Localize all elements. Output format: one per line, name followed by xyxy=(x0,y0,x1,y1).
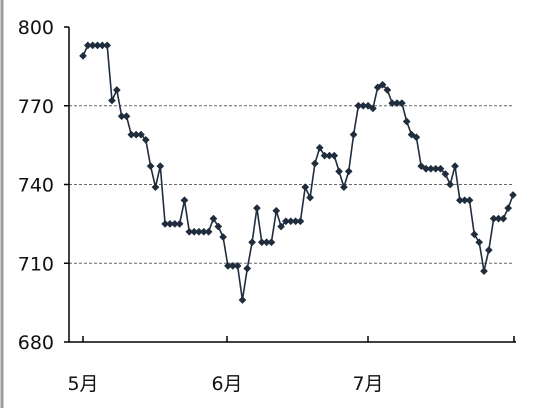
data-point xyxy=(368,104,377,113)
data-point xyxy=(243,264,252,273)
data-point xyxy=(470,230,479,239)
data-point xyxy=(175,219,184,228)
data-point xyxy=(219,233,228,241)
data-point xyxy=(214,222,223,231)
data-point xyxy=(122,112,131,121)
data-point xyxy=(330,151,339,160)
data-point xyxy=(310,159,319,168)
x-tick-label-2: 6月 xyxy=(211,373,242,395)
data-point xyxy=(112,86,121,94)
y-tick-label-740: 740 xyxy=(18,175,54,197)
tick-labels: 680 710 740 770 800 5月 6月 7月 xyxy=(18,17,384,395)
data-point xyxy=(397,99,406,108)
data-point xyxy=(79,51,87,60)
data-point xyxy=(412,133,421,142)
data-point xyxy=(315,143,324,152)
data-point xyxy=(180,196,189,205)
y-tick-label-800: 800 xyxy=(18,17,54,39)
data-point xyxy=(301,183,310,192)
data-point xyxy=(137,130,145,139)
y-tick-label-680: 680 xyxy=(18,332,54,354)
data-point xyxy=(156,162,165,171)
data-point xyxy=(451,162,459,171)
data-point xyxy=(480,267,488,276)
x-tick-label-1: 5月 xyxy=(67,373,98,395)
data-point xyxy=(103,41,112,50)
data-point xyxy=(504,204,513,213)
data-point xyxy=(484,246,493,255)
data-point xyxy=(204,227,213,236)
data-point xyxy=(151,183,160,192)
data-point xyxy=(499,214,508,223)
data-point xyxy=(296,217,305,226)
data-point xyxy=(344,167,353,176)
data-point xyxy=(146,162,155,171)
y-tick-label-770: 770 xyxy=(18,96,54,118)
x-tick-label-3: 7月 xyxy=(352,373,383,395)
grid-lines xyxy=(69,105,514,264)
data-point xyxy=(436,164,445,173)
data-point xyxy=(339,183,348,192)
data-point xyxy=(209,214,218,223)
data-point xyxy=(335,167,344,176)
data-point xyxy=(267,238,276,247)
data-point xyxy=(378,80,387,89)
data-point xyxy=(252,204,261,213)
data-point xyxy=(402,117,411,126)
data-point xyxy=(141,135,150,144)
data-point xyxy=(233,261,242,270)
data-series xyxy=(79,41,517,304)
data-point xyxy=(383,86,392,94)
data-point xyxy=(509,191,517,199)
data-point xyxy=(272,206,281,215)
data-point xyxy=(248,238,257,247)
data-point xyxy=(446,180,455,189)
axes xyxy=(64,26,516,343)
data-point xyxy=(277,222,286,231)
y-tick-label-710: 710 xyxy=(18,253,54,275)
data-point xyxy=(238,296,247,304)
data-point xyxy=(349,130,358,139)
data-point xyxy=(441,170,450,178)
data-point xyxy=(475,238,484,247)
data-point xyxy=(465,196,474,205)
data-point xyxy=(108,96,116,105)
data-point xyxy=(306,193,315,202)
